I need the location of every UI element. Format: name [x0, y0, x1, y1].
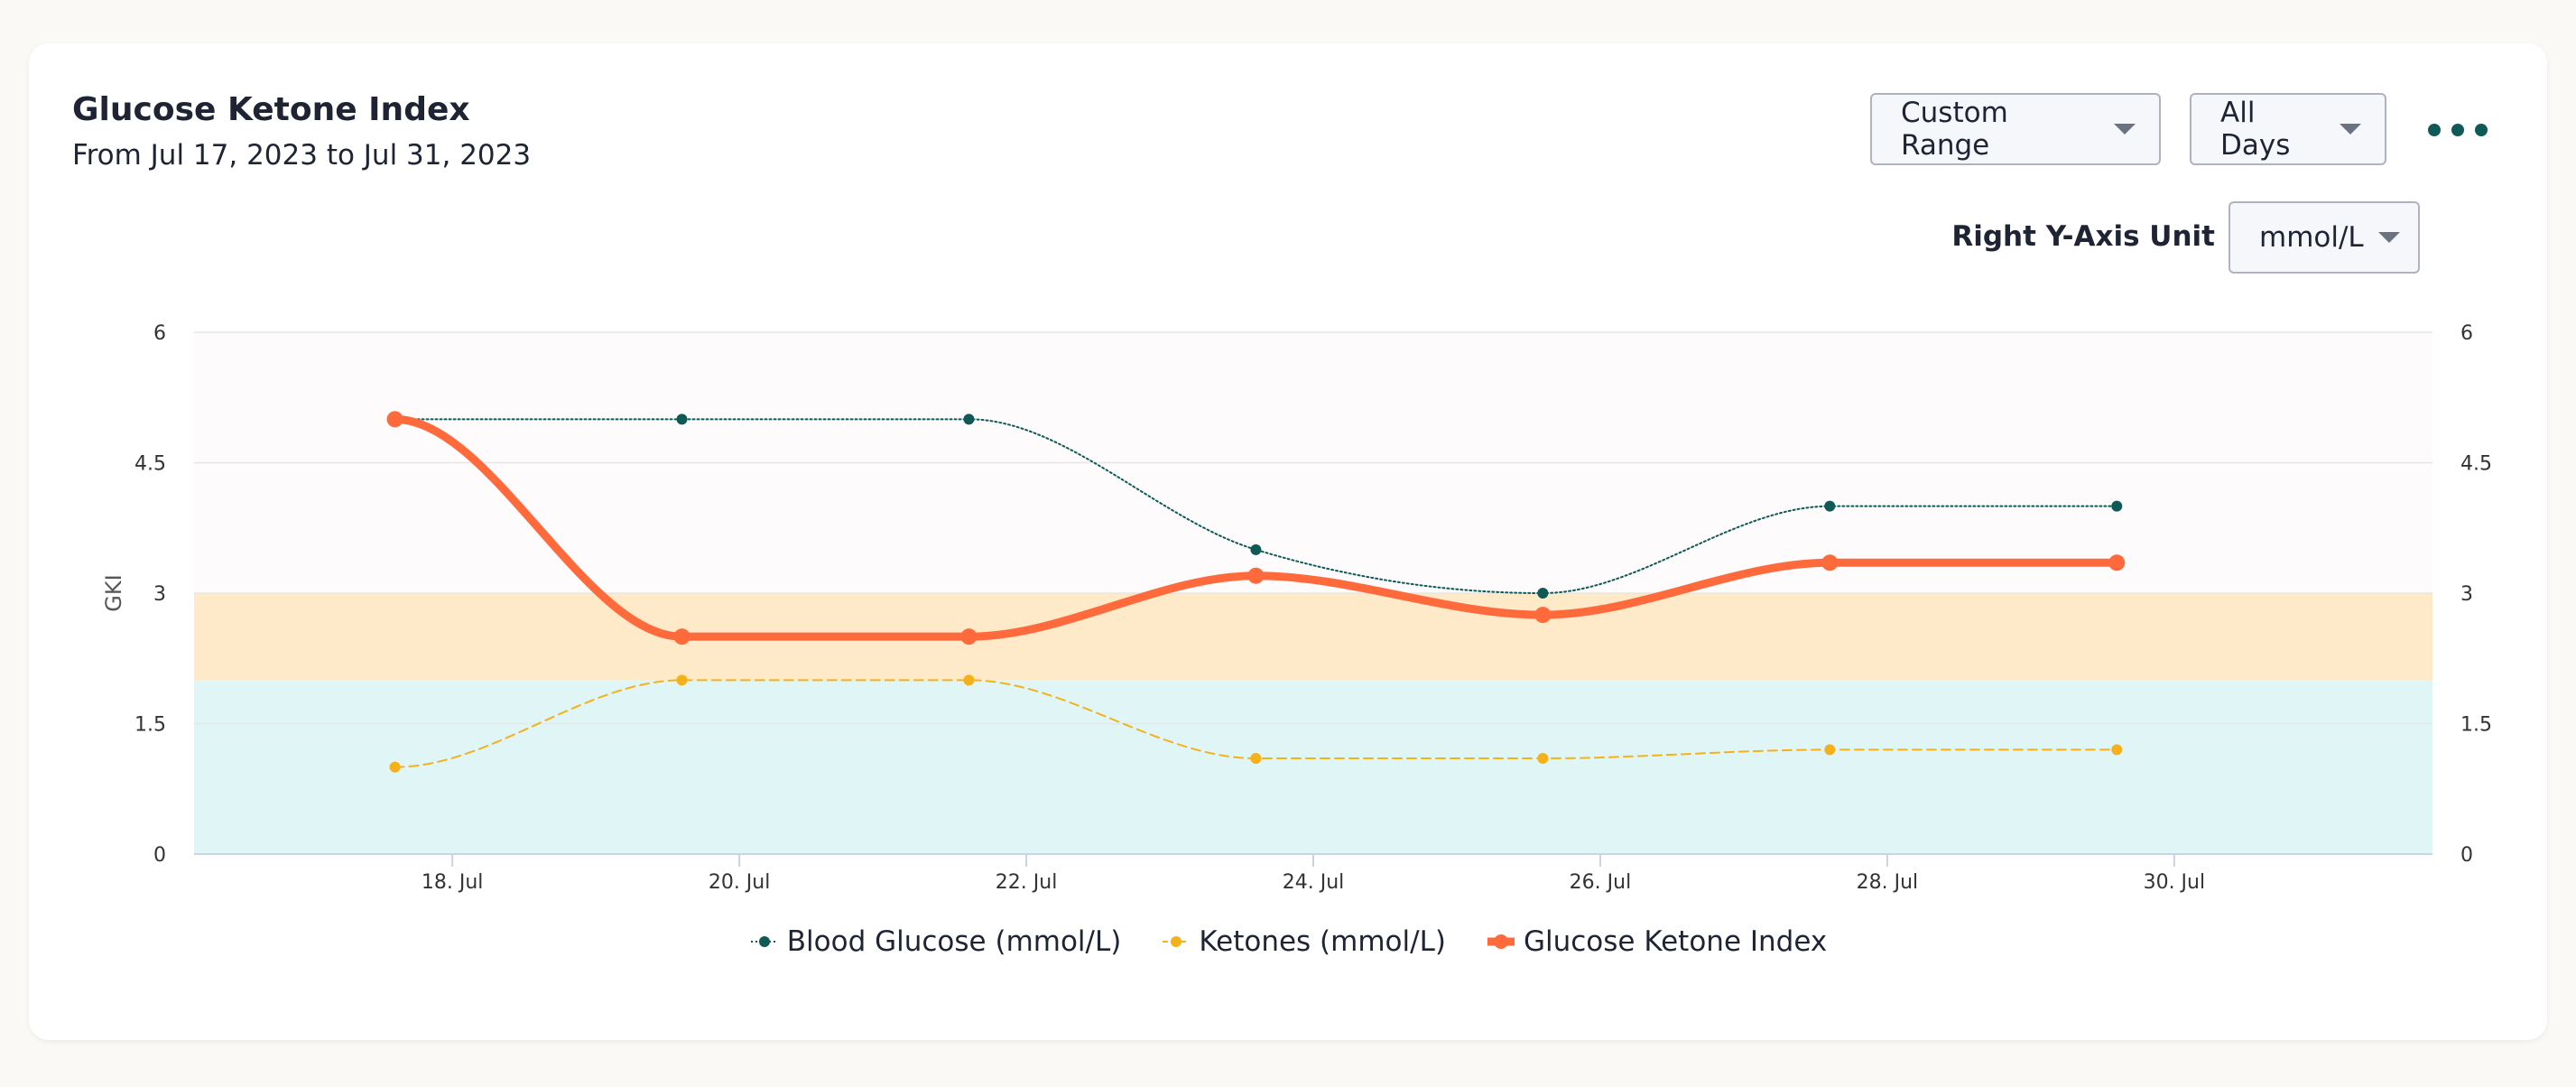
chart-legend: Blood Glucose (mmol/L) Ketones (mmol/L) Gl… [0, 925, 2576, 958]
data-point-series-1 [676, 674, 688, 686]
data-point-series-2 [1821, 554, 1839, 571]
legend-marker [758, 936, 770, 947]
y-tick-label-right: 1.5 [2460, 714, 2492, 737]
chart-title: Glucose Ketone Index [72, 91, 470, 128]
data-point-series-2 [2108, 554, 2126, 571]
date-range-subtitle: From Jul 17, 2023 to Jul 31, 2023 [72, 139, 532, 172]
data-point-series-2 [673, 628, 690, 646]
x-tick-label: 18. Jul [422, 871, 484, 894]
legend-symbol-icon [750, 936, 778, 947]
data-point-series-1 [389, 761, 401, 773]
legend-item-0[interactable]: Blood Glucose (mmol/L) [749, 925, 1122, 958]
legend-symbol-icon [1163, 936, 1191, 947]
data-point-series-0 [2111, 500, 2123, 512]
data-point-series-1 [1250, 753, 1262, 765]
data-point-series-2 [386, 411, 403, 428]
caret-down-icon [2114, 124, 2136, 135]
legend-label: Blood Glucose (mmol/L) [786, 925, 1122, 958]
data-point-series-1 [963, 674, 975, 686]
legend-symbol-icon [1487, 934, 1515, 949]
data-point-series-2 [1534, 607, 1552, 624]
x-tick-label: 22. Jul [996, 871, 1058, 894]
dot-icon [2428, 124, 2441, 136]
legend-item-2[interactable]: Glucose Ketone Index [1486, 925, 1827, 958]
more-options-button[interactable] [2428, 112, 2488, 148]
y-tick-label-left: 1.5 [134, 714, 166, 737]
data-point-series-0 [1537, 588, 1549, 599]
x-tick-label: 20. Jul [709, 871, 771, 894]
custom-range-dropdown[interactable]: Custom Range [1870, 93, 2161, 165]
x-tick-label: 26. Jul [1570, 871, 1632, 894]
data-point-series-2 [960, 628, 978, 646]
data-point-series-1 [2111, 744, 2123, 756]
legend-marker [1171, 936, 1182, 947]
all-days-label: All Days [2220, 97, 2291, 162]
y-tick-label-left: 0 [153, 844, 166, 867]
data-point-series-0 [963, 413, 975, 425]
y-tick-label-right: 4.5 [2460, 453, 2492, 476]
y-tick-label-right: 6 [2460, 322, 2473, 345]
all-days-dropdown[interactable]: All Days [2190, 93, 2386, 165]
data-point-series-0 [676, 413, 688, 425]
caret-down-icon [2340, 124, 2361, 135]
legend-item-1[interactable]: Ketones (mmol/L) [1161, 925, 1446, 958]
data-point-series-1 [1537, 753, 1549, 765]
legend-label: Glucose Ketone Index [1523, 925, 1828, 958]
data-point-series-2 [1247, 567, 1265, 584]
data-point-series-0 [1250, 544, 1262, 555]
plot-band-0 [194, 680, 2432, 854]
dot-icon [2475, 124, 2488, 136]
unit-value: mmol/L [2259, 221, 2364, 254]
y-axis-title: GKI [101, 574, 126, 611]
custom-range-label: Custom Range [1901, 97, 2008, 162]
x-tick-label: 24. Jul [1283, 871, 1345, 894]
y-tick-label-left: 6 [153, 322, 166, 345]
dot-icon [2451, 124, 2464, 136]
y-tick-label-left: 3 [153, 583, 166, 606]
legend-label: Ketones (mmol/L) [1199, 925, 1446, 958]
y-tick-label-right: 0 [2460, 844, 2473, 867]
data-point-series-0 [1824, 500, 1836, 512]
x-tick-label: 30. Jul [2144, 871, 2206, 894]
y-tick-label-right: 3 [2460, 583, 2473, 606]
x-tick-label: 28. Jul [1857, 871, 1919, 894]
y-tick-label-left: 4.5 [134, 453, 166, 476]
right-y-axis-unit-label: Right Y-Axis Unit [1951, 220, 2215, 253]
data-point-series-1 [1824, 744, 1836, 756]
plot-band-1 [194, 593, 2432, 681]
legend-marker [1493, 934, 1508, 949]
caret-down-icon [2377, 232, 2400, 243]
unit-dropdown[interactable]: mmol/L [2229, 201, 2420, 274]
